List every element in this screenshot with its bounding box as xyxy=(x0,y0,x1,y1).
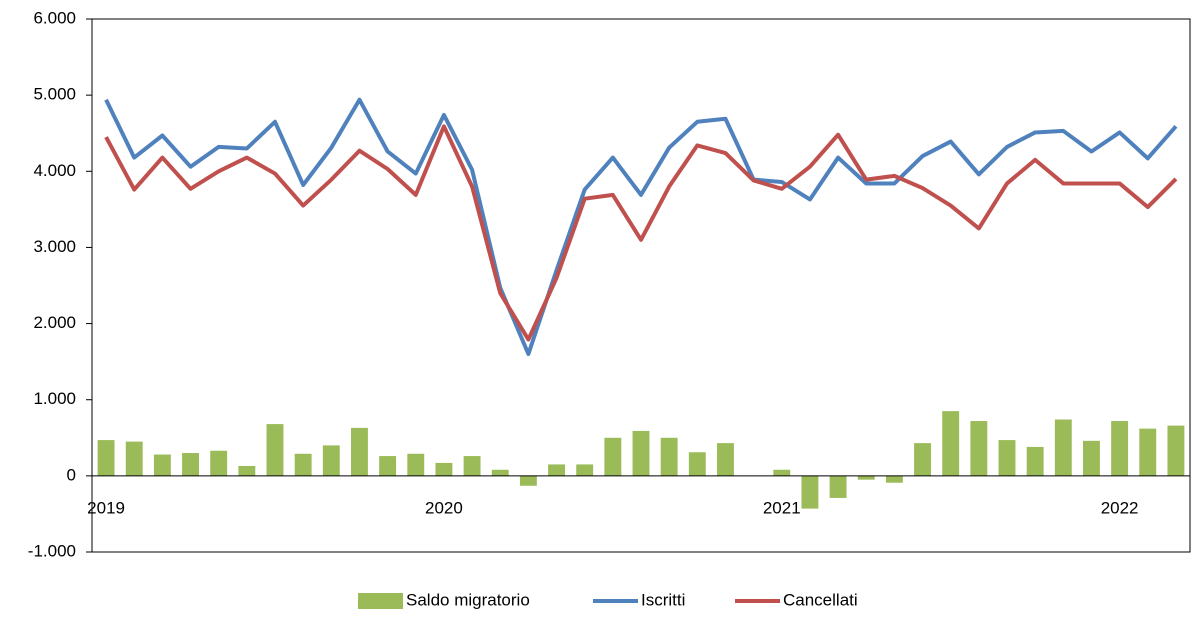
bar xyxy=(914,443,931,476)
bar xyxy=(942,411,960,476)
bar xyxy=(238,465,256,476)
bar xyxy=(1167,425,1185,476)
bar xyxy=(717,443,734,476)
bar xyxy=(519,475,537,486)
y-tick-label: 1.000 xyxy=(33,389,76,408)
y-tick-label: 6.000 xyxy=(33,8,76,27)
bar xyxy=(885,475,903,483)
bar xyxy=(463,456,481,476)
legend-label: Iscritti xyxy=(641,590,685,609)
bar xyxy=(1054,419,1072,476)
bar xyxy=(491,469,509,476)
bar xyxy=(548,464,565,476)
y-tick-label: 3.000 xyxy=(33,237,76,256)
x-tick-label: 2019 xyxy=(87,498,125,517)
bar xyxy=(857,475,875,480)
x-tick-label: 2022 xyxy=(1101,498,1139,517)
y-tick-label: 5.000 xyxy=(33,85,76,104)
bar xyxy=(604,437,622,476)
bar xyxy=(182,453,199,476)
bar xyxy=(407,453,425,476)
bar xyxy=(125,441,143,476)
legend-swatch xyxy=(358,593,403,609)
legend-label: Cancellati xyxy=(783,590,858,609)
y-tick-label: 4.000 xyxy=(33,161,76,180)
plot-frame xyxy=(91,18,1191,553)
bar xyxy=(379,456,397,476)
y-tick-label: -1.000 xyxy=(28,541,76,560)
bar xyxy=(688,452,706,476)
bar xyxy=(97,440,115,476)
bar xyxy=(210,450,228,476)
legend-label: Saldo migratorio xyxy=(406,590,530,609)
bar xyxy=(435,462,453,476)
line xyxy=(104,124,1178,342)
bar xyxy=(998,440,1016,476)
bar xyxy=(294,453,312,476)
bar xyxy=(829,475,847,498)
bar xyxy=(1083,440,1100,476)
bar xyxy=(266,424,284,476)
bar xyxy=(576,464,594,476)
x-tick-label: 2020 xyxy=(425,498,463,517)
bar xyxy=(801,475,819,509)
bar xyxy=(660,437,678,476)
y-tick-label: 0 xyxy=(67,465,76,484)
bar xyxy=(1139,428,1157,476)
x-tick-label: 2021 xyxy=(763,498,801,517)
bar xyxy=(351,427,368,476)
bar xyxy=(153,454,171,476)
bar xyxy=(773,469,791,476)
bar xyxy=(1111,421,1129,476)
y-tick-label: 2.000 xyxy=(33,313,76,332)
bar xyxy=(1026,446,1044,476)
bar xyxy=(632,430,650,476)
line xyxy=(104,97,1178,357)
bar xyxy=(322,445,340,476)
bar xyxy=(970,421,988,476)
